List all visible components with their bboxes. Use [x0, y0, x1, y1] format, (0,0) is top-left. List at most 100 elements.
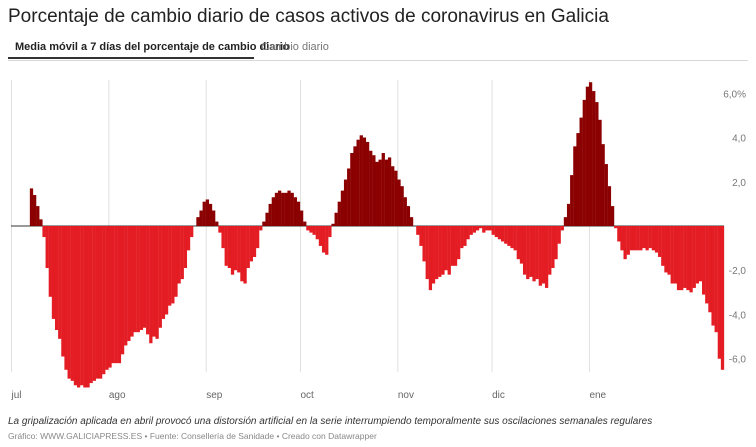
- bar: [629, 226, 634, 251]
- bar: [695, 226, 700, 284]
- x-tick-label: dic: [492, 390, 505, 401]
- bar: [573, 146, 577, 226]
- bar: [457, 226, 461, 260]
- bar: [658, 226, 662, 257]
- bar: [277, 190, 282, 226]
- bar: [585, 86, 590, 226]
- bar: [124, 226, 128, 346]
- bar: [359, 135, 363, 226]
- bar: [538, 226, 542, 286]
- bar: [708, 226, 712, 313]
- bar: [720, 226, 725, 370]
- bar: [102, 226, 106, 375]
- bar: [76, 226, 81, 388]
- bar: [460, 226, 464, 249]
- bar: [237, 226, 241, 273]
- y-tick-label: -2,0: [729, 266, 747, 277]
- bar: [466, 226, 470, 240]
- bar: [36, 206, 40, 226]
- bar: [343, 179, 348, 226]
- bar: [422, 226, 426, 262]
- bar: [648, 226, 652, 249]
- bar: [252, 226, 257, 257]
- bar: [61, 226, 65, 357]
- bar: [158, 226, 162, 328]
- bar: [54, 226, 59, 330]
- bar: [39, 219, 43, 226]
- bar: [234, 226, 238, 271]
- bar: [551, 226, 555, 269]
- bar: [174, 226, 178, 297]
- bar: [592, 91, 596, 226]
- bar: [717, 226, 722, 359]
- bar: [378, 159, 382, 226]
- bar: [535, 226, 539, 280]
- bar: [513, 226, 517, 251]
- chart-note: La gripalización aplicada en abril provo…: [8, 416, 653, 427]
- bar: [639, 226, 643, 251]
- bar: [303, 221, 307, 226]
- bar: [541, 226, 546, 284]
- bar: [497, 226, 502, 240]
- bar: [491, 226, 495, 235]
- bar: [205, 199, 210, 226]
- bar: [560, 226, 564, 231]
- bar: [554, 226, 558, 260]
- bar: [500, 226, 505, 242]
- bar: [381, 153, 385, 226]
- bar: [516, 226, 520, 260]
- x-tick-label: oct: [300, 390, 314, 401]
- bar: [689, 226, 693, 293]
- bar: [171, 226, 175, 304]
- bar: [532, 226, 536, 282]
- bar: [519, 226, 524, 264]
- y-tick-label: 6,0%: [723, 89, 746, 100]
- bar: [614, 226, 618, 229]
- bar: [488, 226, 492, 231]
- bar: [529, 226, 533, 277]
- bar: [321, 226, 326, 253]
- bar: [164, 226, 169, 315]
- bar: [428, 226, 433, 291]
- bar: [387, 157, 392, 226]
- bar: [463, 226, 467, 246]
- bar: [32, 195, 37, 226]
- bar: [610, 206, 615, 226]
- bar: [435, 226, 439, 280]
- bar: [595, 102, 599, 226]
- bar: [161, 226, 166, 319]
- bar: [686, 226, 690, 291]
- bar: [384, 159, 389, 226]
- bar: [168, 226, 172, 306]
- tab-moving-average[interactable]: Media móvil a 7 días del porcentaje de c…: [8, 40, 289, 59]
- bar: [183, 226, 188, 269]
- bar: [522, 226, 527, 275]
- bar: [526, 226, 530, 280]
- bar: [149, 226, 153, 344]
- bar: [281, 192, 285, 226]
- bar: [328, 226, 332, 238]
- bar: [271, 197, 275, 226]
- bar: [391, 166, 395, 226]
- chart-footer: Gráfico: WWW.GALICIAPRESS.ES • Fuente: C…: [8, 431, 377, 441]
- bar: [309, 226, 313, 233]
- bar: [369, 150, 373, 226]
- bar: [331, 223, 335, 226]
- bar: [262, 221, 266, 226]
- bar: [601, 144, 605, 226]
- bar: [447, 226, 451, 275]
- bar: [714, 226, 718, 333]
- bar: [582, 99, 586, 226]
- tab-bar: Media móvil a 7 días del porcentaje de c…: [8, 38, 748, 61]
- bar: [274, 192, 279, 226]
- tab-daily-change[interactable]: Cambio diario: [261, 41, 329, 53]
- bar: [425, 226, 429, 280]
- bar: [394, 170, 398, 226]
- bar: [453, 226, 458, 266]
- bar: [268, 203, 272, 226]
- bar: [136, 226, 140, 333]
- bar: [127, 226, 131, 342]
- bar: [86, 226, 90, 388]
- bar: [692, 226, 696, 288]
- bar: [576, 133, 580, 226]
